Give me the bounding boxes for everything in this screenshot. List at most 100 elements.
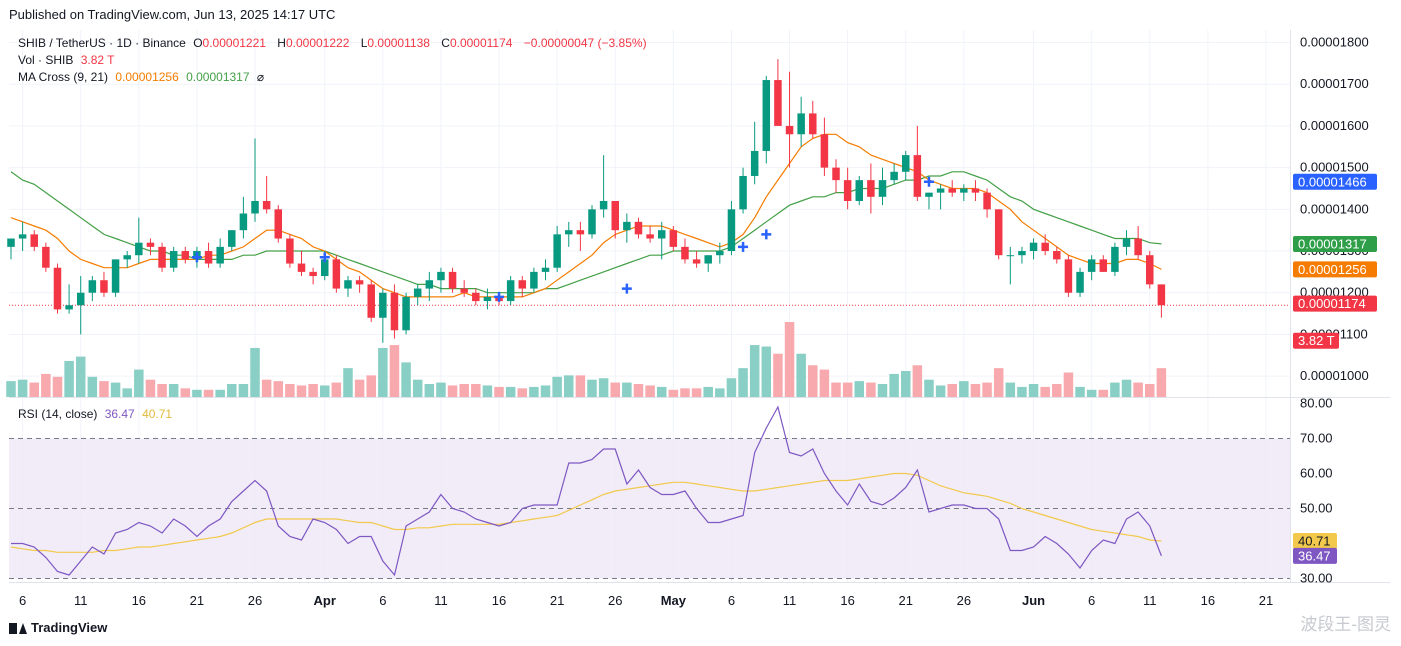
volume-bar [866, 382, 876, 397]
time-tick-label: 21 [899, 593, 913, 608]
volume-bar [959, 381, 969, 397]
candle-body [402, 296, 410, 331]
volume-bar [691, 388, 702, 397]
candle-body [169, 251, 178, 268]
candle-body [530, 271, 538, 289]
volume-bar [1098, 389, 1109, 397]
badge-rsi_ma [1293, 533, 1337, 550]
rsi-tick-label: 30.00 [1300, 571, 1333, 586]
tradingview-logo[interactable]: TradingView [9, 620, 107, 635]
volume-bar [749, 345, 760, 397]
candle-body [809, 113, 817, 135]
candle-body [774, 80, 782, 126]
candle-body [100, 280, 108, 293]
volume-label[interactable]: Vol · SHIB [18, 53, 74, 67]
candle-body [65, 305, 73, 310]
volume-bar [575, 375, 586, 397]
volume-bar [761, 346, 772, 397]
rsi-ma-line [10, 472, 1162, 553]
volume-bar [366, 375, 376, 397]
tradingview-logo-icon [9, 623, 27, 635]
ma-hidden-icon[interactable]: ⌀ [256, 70, 265, 84]
volume-bar [192, 389, 202, 397]
volume-bar [680, 388, 690, 397]
volume-bar [819, 369, 830, 397]
candle-body [983, 192, 991, 210]
candle-body [762, 80, 771, 151]
volume-bar [1156, 368, 1167, 397]
candle-body [1064, 259, 1073, 293]
rsi-band [9, 438, 1290, 579]
time-tick-label: 16 [840, 593, 854, 608]
candle-body [692, 259, 701, 264]
candle-body [204, 251, 213, 264]
candle-body [948, 188, 956, 193]
change-value: −0.00000047 (−3.85%) [523, 36, 647, 50]
price-tick-label: 0.00001000 [1300, 368, 1369, 383]
volume-bar [41, 373, 51, 397]
candle-body [7, 238, 15, 247]
volume-bar [993, 368, 1004, 397]
symbol-name[interactable]: SHIB / TetherUS · 1D · Binance [18, 36, 186, 50]
badge-ma_slow [1293, 235, 1377, 252]
candle-body [135, 242, 143, 256]
volume-bar [784, 322, 795, 397]
volume-bar [715, 388, 725, 397]
volume-bars [6, 322, 1167, 397]
volume-bar [610, 382, 620, 397]
volume-bar [238, 384, 249, 397]
candle-body [518, 280, 527, 289]
volume-bar [935, 385, 946, 397]
volume-bar [982, 382, 992, 397]
candle-body [297, 263, 306, 272]
volume-bar [343, 368, 353, 397]
open-value: 0.00001221 [202, 36, 266, 50]
candle-body [1111, 246, 1119, 272]
candle-body [739, 175, 747, 210]
rsi-ma-value: 40.71 [142, 407, 173, 421]
time-tick-label: 16 [492, 593, 506, 608]
volume-bar [412, 379, 423, 397]
volume-bar [1110, 382, 1120, 397]
ma-cross-marker [494, 291, 505, 302]
candle-body [146, 242, 155, 247]
volume-bar [668, 389, 679, 397]
volume-bar [482, 385, 493, 397]
volume-bar [773, 353, 783, 397]
volume-bar [622, 382, 632, 397]
candle-body [30, 234, 38, 247]
symbol-legend: SHIB / TetherUS · 1D · Binance O0.000012… [18, 36, 651, 50]
candle-body [1122, 238, 1131, 247]
volume-bar [389, 345, 400, 397]
badge-volume-label: 3.82 T [1298, 333, 1335, 348]
time-tick-label: 16 [132, 593, 146, 608]
candle-body [1076, 271, 1084, 293]
time-tick-label: 26 [957, 593, 971, 608]
candle-body [913, 155, 922, 197]
rsi-label[interactable]: RSI (14, close) [18, 407, 98, 421]
close-value: 0.00001174 [449, 36, 513, 50]
volume-bar [250, 347, 260, 397]
ma-label[interactable]: MA Cross (9, 21) [18, 70, 109, 84]
volume-bar [17, 379, 28, 397]
candle-body [123, 255, 131, 260]
volume-bar [854, 381, 865, 397]
time-tick-label: 16 [1201, 593, 1215, 608]
volume-bar [1040, 386, 1050, 397]
candle-body [1099, 259, 1108, 272]
volume-bar [1052, 384, 1062, 397]
time-tick-label: 11 [783, 593, 797, 608]
candle-body [681, 246, 689, 260]
candle-body [994, 209, 1003, 256]
candle-body [785, 125, 794, 135]
volume-bar [1133, 382, 1143, 397]
volume-bar [529, 386, 539, 397]
candle-body [1041, 242, 1049, 252]
volume-bar [947, 384, 957, 397]
volume-bar [505, 386, 516, 397]
volume-bar [540, 385, 551, 397]
volume-bar [215, 389, 225, 397]
volume-bar [122, 388, 132, 397]
candle-body [1134, 238, 1142, 256]
